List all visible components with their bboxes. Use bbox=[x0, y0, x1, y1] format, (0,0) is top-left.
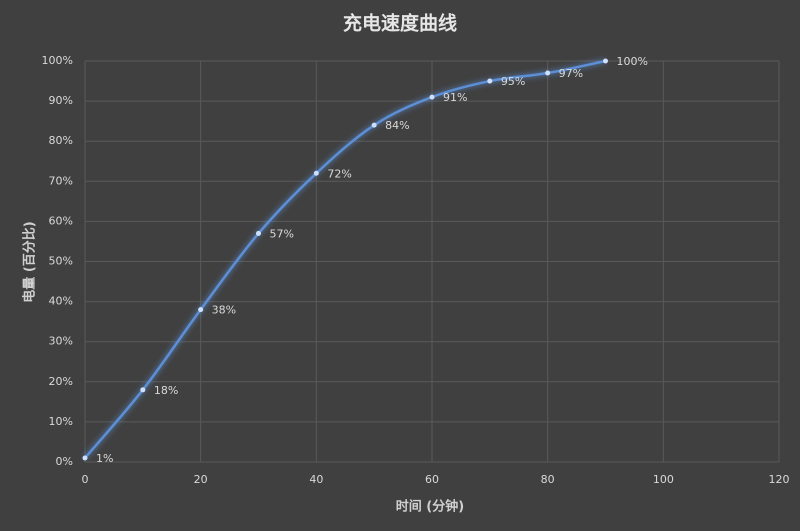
data-point bbox=[82, 455, 88, 461]
data-point bbox=[487, 78, 493, 84]
data-label: 100% bbox=[617, 55, 648, 68]
chart-title: 充电速度曲线 bbox=[343, 12, 457, 35]
data-label: 57% bbox=[270, 227, 294, 240]
data-point bbox=[313, 170, 319, 176]
data-point bbox=[545, 70, 551, 76]
x-tick-label: 80 bbox=[541, 473, 555, 486]
data-point bbox=[429, 94, 435, 100]
data-point bbox=[198, 307, 204, 313]
x-tick-label: 0 bbox=[82, 473, 89, 486]
data-label: 95% bbox=[501, 75, 525, 88]
data-label: 72% bbox=[327, 167, 351, 180]
y-axis-title: 电量 (百分比) bbox=[22, 221, 38, 302]
data-label: 18% bbox=[154, 384, 178, 397]
x-tick-label: 120 bbox=[769, 473, 790, 486]
y-tick-label: 10% bbox=[49, 415, 73, 428]
data-point bbox=[371, 122, 377, 128]
data-point bbox=[603, 58, 608, 64]
y-tick-label: 100% bbox=[42, 54, 73, 67]
x-tick-label: 20 bbox=[194, 473, 208, 486]
y-tick-label: 70% bbox=[49, 174, 73, 187]
y-tick-label: 40% bbox=[49, 295, 73, 308]
x-axis-title: 时间 (分钟) bbox=[396, 499, 464, 515]
y-tick-label: 0% bbox=[56, 455, 73, 468]
x-tick-label: 100 bbox=[653, 473, 674, 486]
y-tick-label: 80% bbox=[49, 134, 73, 147]
y-tick-label: 90% bbox=[49, 94, 73, 107]
data-label: 97% bbox=[559, 67, 583, 80]
y-tick-label: 30% bbox=[49, 335, 73, 348]
data-point bbox=[140, 387, 146, 393]
y-tick-label: 20% bbox=[49, 375, 73, 388]
y-tick-label: 50% bbox=[49, 255, 73, 268]
data-point bbox=[256, 230, 261, 236]
y-tick-label: 60% bbox=[49, 214, 73, 227]
data-label: 38% bbox=[212, 304, 236, 317]
data-label: 91% bbox=[443, 91, 467, 104]
data-label: 84% bbox=[385, 119, 409, 132]
data-label: 1% bbox=[96, 452, 113, 465]
x-tick-label: 60 bbox=[425, 473, 439, 486]
x-tick-label: 40 bbox=[309, 473, 323, 486]
series-line bbox=[84, 59, 606, 459]
